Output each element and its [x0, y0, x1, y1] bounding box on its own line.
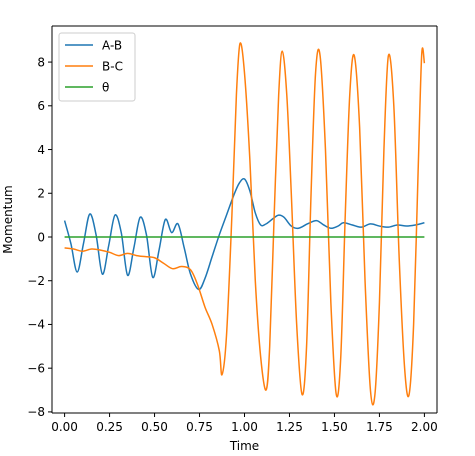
- x-tick-label: 2.00: [411, 420, 438, 434]
- y-tick-label: 8: [37, 55, 45, 69]
- x-tick-label: 0.25: [96, 420, 123, 434]
- series-layer: [63, 42, 426, 406]
- legend: A-B B-C θ: [58, 32, 136, 102]
- series-line-2: [64, 42, 426, 406]
- y-tick-label: −6: [27, 361, 45, 375]
- legend-frame: [58, 32, 136, 102]
- legend-label-1: A-B: [102, 38, 122, 52]
- legend-label-2: B-C: [102, 59, 123, 73]
- x-tick-label: 0.75: [186, 420, 213, 434]
- y-tick-label: 6: [37, 99, 45, 113]
- x-tick-label: 0.00: [51, 420, 78, 434]
- x-tick-label: 1.75: [366, 420, 393, 434]
- y-tick-label: 0: [37, 230, 45, 244]
- x-tick-label: 1.00: [231, 420, 258, 434]
- y-tick-label: −4: [27, 318, 45, 332]
- legend-entries: A-B B-C θ: [65, 38, 123, 94]
- y-axis-label: Momentum: [1, 185, 15, 253]
- y-tick-label: 2: [37, 187, 45, 201]
- y-tick-label: −2: [27, 274, 45, 288]
- x-tick-label: 0.50: [141, 420, 168, 434]
- legend-label-3: θ: [102, 80, 109, 94]
- x-axis-label: Time: [229, 439, 259, 453]
- series-line-1: [63, 178, 425, 291]
- x-tick-label: 1.25: [276, 420, 303, 434]
- y-tick-label: −8: [27, 405, 45, 419]
- x-tick-label: 1.50: [321, 420, 348, 434]
- y-tick-label: 4: [37, 143, 45, 157]
- axes-frame: [51, 25, 438, 414]
- ticks-layer: 0.00 0.25 0.50 0.75 1.00 1.25 1.50 1.75 2.00 −8 −6…: [27, 55, 437, 434]
